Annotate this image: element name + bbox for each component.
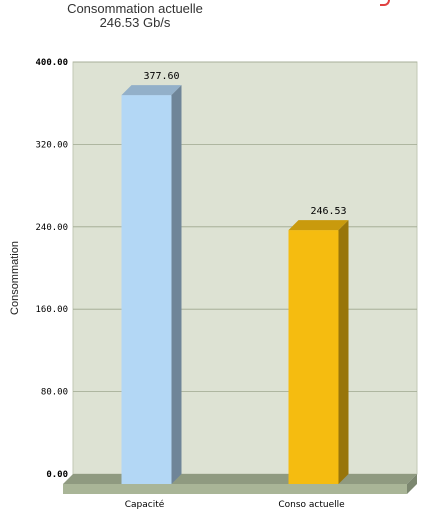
y-tick-label: 160.00 bbox=[35, 305, 68, 315]
chart-floor-top bbox=[63, 474, 417, 484]
bar-top bbox=[121, 85, 182, 96]
y-tick-labels: 0.00 80.00 160.00 240.00 320.00 400.00 bbox=[35, 58, 68, 480]
chart-floor-front bbox=[63, 484, 407, 494]
y-axis-title: Consommation bbox=[9, 241, 21, 315]
x-category-label: Capacité bbox=[125, 499, 165, 510]
bar bbox=[121, 95, 172, 485]
y-tick-label: 400.00 bbox=[35, 58, 68, 68]
y-tick-label: 240.00 bbox=[35, 223, 68, 233]
y-tick-label: 0.00 bbox=[46, 470, 68, 480]
bar-top bbox=[288, 220, 349, 231]
x-category-label: Conso actuelle bbox=[278, 500, 345, 510]
bar-side bbox=[171, 85, 182, 485]
chart-subtitle: 246.53 Gb/s bbox=[99, 15, 171, 30]
data-label: 377.60 bbox=[143, 71, 179, 82]
chart-floor-side bbox=[407, 474, 417, 494]
data-label: 246.53 bbox=[310, 206, 346, 217]
y-tick-label: 320.00 bbox=[35, 140, 68, 150]
x-category-labels: Capacité Conso actuelle bbox=[125, 499, 345, 510]
chart-title: Consommation actuelle bbox=[67, 1, 203, 16]
chart-title-block: Consommation actuelle 246.53 Gb/s bbox=[60, 2, 210, 30]
bar bbox=[288, 230, 339, 484]
bar-side bbox=[338, 220, 349, 484]
bars: 377.60 246.53 bbox=[121, 71, 349, 485]
y-tick-label: 80.00 bbox=[41, 388, 68, 398]
corner-mark bbox=[380, 0, 390, 6]
